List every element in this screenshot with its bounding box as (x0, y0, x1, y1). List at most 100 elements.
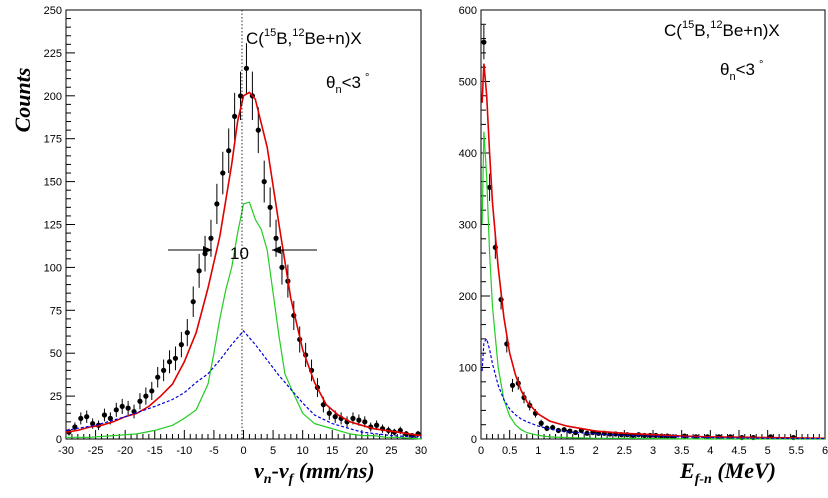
left-data-point (374, 422, 380, 428)
right-x-tick-label: 5.5 (789, 445, 804, 457)
right-background-curve (481, 337, 826, 440)
left-x-axis-title: vn-vf (mm/ns) (254, 458, 375, 487)
left-data-point (362, 419, 368, 425)
right-y-tick-label: 0 (471, 434, 477, 446)
left-y-ticks: 0 25 50 75 100 125 150 175 200 225 250 (44, 5, 75, 446)
left-data-point (161, 367, 167, 373)
left-data-point (107, 415, 113, 422)
left-data-point (267, 204, 273, 210)
left-y-tick-label: 50 (50, 348, 62, 360)
left-y-tick-label: 125 (44, 220, 62, 232)
left-data-point (149, 388, 155, 394)
right-x-tick-label: 2.5 (617, 445, 632, 457)
right-y-tick-label: 400 (459, 148, 477, 160)
left-x-tick-label: -30 (58, 445, 74, 457)
left-y-tick-label: 25 (50, 391, 62, 403)
right-y-ticks: 0 100 200 300 400 500 600 (459, 5, 490, 446)
left-x-tick-label: 0 (240, 445, 246, 457)
right-x-tick-label: 5 (765, 445, 771, 457)
left-x-tick-label: -10 (176, 445, 192, 457)
left-x-ticks: -30 -25 -20 -15 -10 -5 0 5 10 15 20 25 30 (58, 430, 427, 457)
left-y-axis-title: Counts (10, 68, 35, 133)
left-data-point (214, 201, 220, 207)
left-x-tick-label: -5 (209, 445, 219, 457)
left-data-point (332, 414, 338, 420)
left-x-tick-label: 15 (326, 445, 338, 457)
left-data-point (232, 113, 238, 119)
left-data-point (137, 398, 143, 404)
left-data-point (220, 170, 226, 176)
width-label: 10 (230, 244, 249, 263)
right-angle-cut: θn<3 ° (720, 59, 763, 83)
left-data-point (261, 179, 267, 185)
right-x-tick-label: 4.5 (731, 445, 746, 457)
right-x-axis-title: Ef-n (MeV) (679, 458, 776, 487)
right-x-tick-label: 0.5 (502, 445, 517, 457)
left-data-point (125, 405, 131, 411)
left-data-point (273, 235, 279, 241)
left-data-point (90, 420, 96, 427)
left-y-tick-label: 75 (50, 305, 62, 317)
right-x-tick-label: 3.5 (674, 445, 689, 457)
right-reaction-label: C(15B,12Be+n)X (664, 19, 780, 40)
width-marker (168, 246, 317, 254)
left-data-point (184, 330, 190, 336)
left-data-point (279, 264, 285, 270)
left-y-tick-label: 200 (44, 91, 62, 103)
right-x-tick-label: 0 (478, 445, 484, 457)
right-data-point (509, 382, 516, 388)
right-x-tick-label: 2 (593, 445, 599, 457)
left-data-point (350, 415, 356, 422)
left-data-point (78, 415, 84, 422)
left-angle-cut: θn<3 ° (326, 72, 369, 96)
left-reaction-label: C(15B,12Be+n)X (246, 27, 362, 48)
left-x-tick-label: 10 (297, 445, 309, 457)
right-series (481, 25, 826, 441)
right-y-tick-label: 600 (459, 5, 477, 17)
left-x-tick-label: -15 (147, 445, 163, 457)
left-x-tick-label: -20 (117, 445, 133, 457)
left-data-point (143, 393, 149, 399)
right-data-point (567, 428, 573, 434)
right-resonant-curve (481, 131, 825, 440)
left-panel: -30 -25 -20 -15 -10 -5 0 5 10 15 20 25 30 0255075100… (10, 5, 427, 487)
right-y-tick-label: 500 (459, 77, 477, 89)
right-data-point (550, 424, 556, 431)
right-x-tick-label: 4 (707, 445, 713, 457)
left-x-tick-label: -25 (88, 445, 104, 457)
left-x-tick-label: 5 (270, 445, 276, 457)
left-series (65, 43, 422, 440)
right-y-tick-label: 100 (459, 363, 477, 375)
left-data-point (172, 355, 179, 361)
left-x-tick-label: 30 (415, 445, 427, 457)
left-data-point (356, 417, 362, 423)
left-y-tick-label: 0 (56, 434, 62, 446)
left-data-point (196, 268, 202, 274)
right-plot-frame (480, 9, 826, 440)
left-x-tick-label: 20 (356, 445, 368, 457)
left-data-point (326, 410, 332, 416)
left-data-point (226, 148, 232, 154)
left-y-tick-label: 250 (44, 5, 62, 17)
right-y-tick-label: 200 (459, 291, 477, 303)
right-x-tick-label: 1 (535, 445, 541, 457)
left-data-point (84, 414, 90, 420)
left-data-point (155, 374, 161, 380)
left-data-point (101, 412, 108, 418)
right-x-tick-label: 3 (650, 445, 656, 457)
left-background-curve (65, 329, 422, 438)
left-y-tick-label: 150 (44, 177, 62, 189)
right-total-curve (481, 63, 826, 440)
left-y-tick-label: 175 (44, 134, 62, 146)
left-data-point (255, 127, 261, 133)
left-y-tick-label: 225 (44, 48, 62, 60)
left-x-tick-label: 25 (385, 445, 397, 457)
left-data-point (243, 65, 250, 71)
right-y-tick-label: 300 (459, 220, 477, 232)
right-x-tick-label: 6 (822, 445, 828, 457)
left-data-point (178, 342, 184, 348)
left-data-point (166, 359, 173, 365)
right-data-point (481, 39, 487, 45)
left-data-point (113, 407, 119, 413)
